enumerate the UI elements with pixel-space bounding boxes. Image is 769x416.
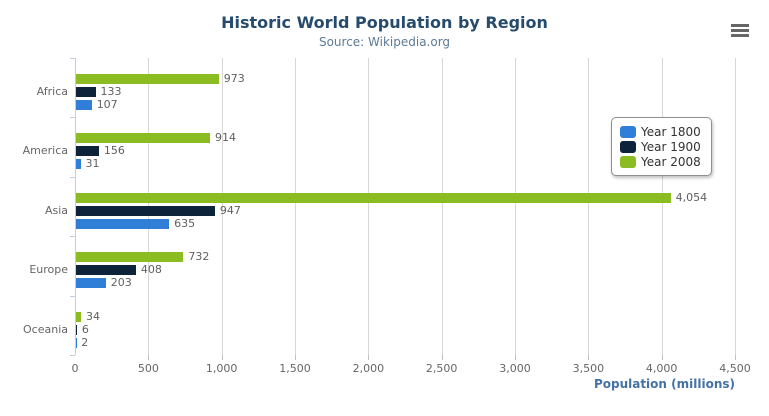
chart-subtitle: Source: Wikipedia.org	[318, 35, 451, 49]
data-label: 107	[96, 98, 118, 111]
legend-label: Year 1800	[641, 124, 701, 139]
data-label: 635	[174, 217, 196, 230]
x-axis-tick	[148, 355, 150, 360]
bar-year-2008-europe[interactable]	[76, 252, 184, 262]
category-label: America	[22, 144, 68, 157]
data-label: 4,054	[675, 191, 708, 204]
gridline	[588, 58, 590, 355]
data-label: 34	[85, 310, 100, 323]
x-axis-tick	[221, 355, 223, 360]
data-label: 133	[100, 85, 122, 98]
bar-year-2008-oceania[interactable]	[76, 312, 81, 322]
gridline	[221, 58, 223, 355]
bar-year-1800-europe[interactable]	[76, 278, 106, 288]
bar-year-1800-africa[interactable]	[76, 100, 92, 110]
y-axis-tick	[70, 236, 75, 237]
x-axis-tick	[735, 355, 736, 360]
x-axis-tick	[515, 355, 516, 360]
bar-year-1900-europe[interactable]	[76, 265, 136, 275]
data-label: 732	[188, 250, 210, 263]
bar-year-1900-africa[interactable]	[76, 87, 96, 97]
hamburger-icon[interactable]	[731, 24, 749, 37]
x-axis-title: Population (millions)	[593, 377, 735, 391]
data-label: 947	[219, 204, 241, 217]
x-axis-tick-label: 1,000	[205, 362, 238, 375]
x-axis-tick-label: 3,500	[572, 362, 605, 375]
x-axis-tick-label: 2,500	[425, 362, 458, 375]
x-axis-tick-label: 3,000	[499, 362, 531, 375]
y-axis-tick	[70, 177, 75, 178]
legend-label: Year 1900	[641, 139, 701, 154]
chart-title: Historic World Population by Region	[221, 13, 548, 32]
data-label: 156	[103, 144, 125, 157]
legend-symbol-year-2008	[620, 155, 636, 168]
category-label: Africa	[36, 85, 68, 98]
x-axis-tick	[368, 355, 370, 360]
y-axis-tick	[70, 58, 75, 59]
y-axis-tick	[70, 355, 75, 356]
data-label: 2	[81, 336, 89, 349]
x-axis-tick-label: 1,500	[279, 362, 311, 375]
data-label: 914	[215, 131, 237, 144]
bar-year-2008-africa[interactable]	[76, 74, 219, 84]
bar-year-2008-asia[interactable]	[76, 193, 671, 203]
bar-year-2008-america[interactable]	[76, 133, 211, 143]
x-axis-tick	[295, 355, 296, 360]
data-label: 408	[140, 263, 162, 276]
gridline	[661, 58, 663, 355]
bar-year-1900-oceania[interactable]	[76, 325, 77, 335]
legend-item-year-2008[interactable]: Year 2008	[620, 154, 703, 169]
bar-year-1800-america[interactable]	[76, 159, 81, 169]
legend: Year 1800 Year 1900 Year 2008	[611, 117, 712, 176]
category-label: Oceania	[23, 323, 68, 336]
x-axis-tick-label: 4,500	[719, 362, 751, 375]
bar-year-1800-asia[interactable]	[76, 219, 170, 229]
data-label: 31	[85, 157, 100, 170]
legend-item-year-1800[interactable]: Year 1800	[620, 124, 703, 139]
x-axis-tick	[588, 355, 590, 360]
x-axis-tick	[661, 355, 663, 360]
category-label: Europe	[29, 263, 68, 276]
data-label: 6	[81, 323, 89, 336]
legend-label: Year 2008	[641, 154, 701, 169]
x-axis-tick-label: 2,000	[352, 362, 385, 375]
category-label: Asia	[44, 204, 68, 217]
x-axis-tick-label: 500	[137, 362, 159, 375]
gridline	[515, 58, 516, 355]
gridline	[441, 58, 443, 355]
x-axis-tick-label: 4,000	[645, 362, 678, 375]
data-label: 973	[223, 72, 245, 85]
x-axis-tick-label: 0	[71, 362, 79, 375]
y-axis-line	[75, 58, 76, 355]
gridline	[368, 58, 370, 355]
gridline	[735, 58, 736, 355]
y-axis-tick	[70, 296, 75, 297]
y-axis-tick	[70, 117, 75, 118]
legend-symbol-year-1800	[620, 125, 636, 138]
bar-year-1900-america[interactable]	[76, 146, 99, 156]
data-label: 203	[110, 276, 132, 289]
legend-item-year-1900[interactable]: Year 1900	[620, 139, 703, 154]
bar-year-1900-asia[interactable]	[76, 206, 215, 216]
x-axis-tick	[441, 355, 443, 360]
legend-symbol-year-1900	[620, 140, 636, 153]
gridline	[295, 58, 296, 355]
